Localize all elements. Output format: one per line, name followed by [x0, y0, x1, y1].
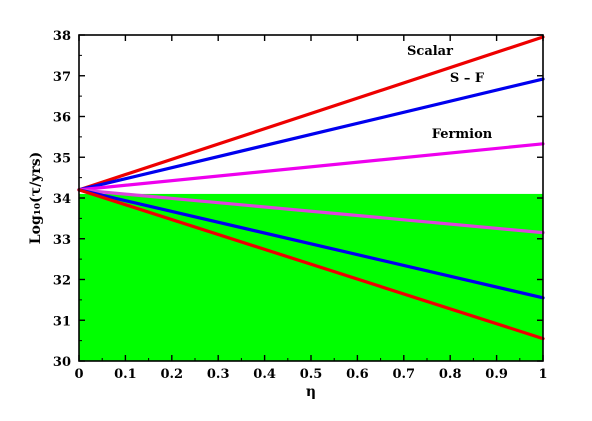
x-tick-label: 0.9	[485, 367, 508, 382]
series-line-1	[77, 77, 545, 192]
y-tick-label: 35	[53, 151, 71, 166]
x-tick-label: 0.3	[207, 367, 230, 382]
series-label-2: Fermion	[432, 127, 493, 142]
x-tick-label: 0.5	[300, 367, 323, 382]
series-label-0: Scalar	[407, 44, 453, 59]
series-line-4	[77, 188, 545, 300]
x-tick-label: 1	[538, 367, 547, 382]
y-tick-label: 36	[53, 111, 71, 126]
x-axis-title: η	[306, 384, 316, 400]
series-line-0	[77, 35, 545, 192]
series-line-3	[77, 188, 545, 235]
y-tick-label: 32	[53, 274, 71, 289]
series-line-2	[77, 142, 545, 192]
shaded-region	[79, 193, 543, 361]
y-tick-label: 30	[53, 355, 71, 370]
x-tick-label: 0.7	[392, 367, 415, 382]
y-axis-title: Log₁₀(τ/yrs)	[28, 152, 44, 244]
x-tick-label: 0.1	[114, 367, 137, 382]
y-tick-label: 37	[53, 70, 71, 85]
y-tick-label: 33	[53, 233, 71, 248]
x-tick-label: 0.2	[160, 367, 183, 382]
x-tick-label: 0	[74, 367, 83, 382]
y-tick-label: 38	[53, 29, 71, 44]
series-line-5	[77, 188, 545, 341]
y-tick-label: 34	[53, 192, 71, 207]
y-tick-label: 31	[53, 314, 71, 329]
x-tick-label: 0.8	[439, 367, 462, 382]
x-tick-label: 0.4	[253, 367, 276, 382]
series-label-1: S – F	[450, 71, 485, 86]
x-tick-label: 0.6	[346, 367, 369, 382]
